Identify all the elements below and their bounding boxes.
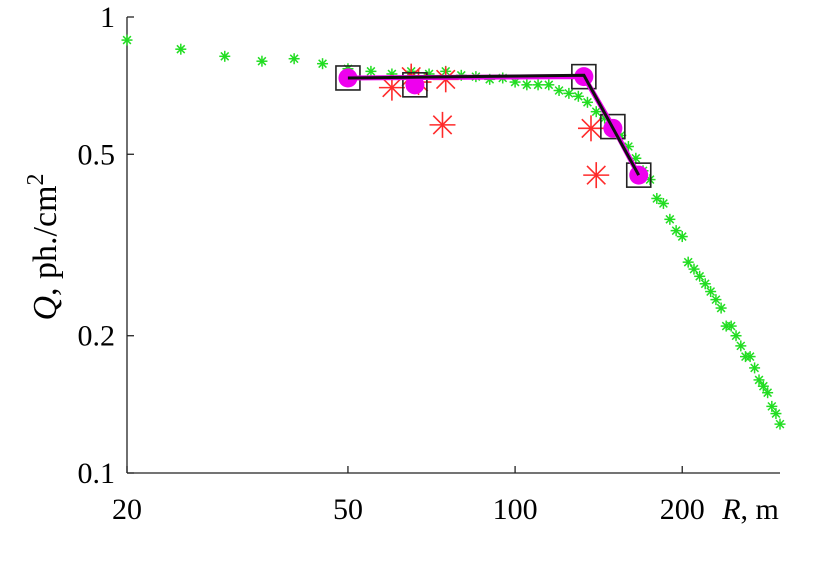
data-point xyxy=(581,96,593,108)
x-tick-label: 20 xyxy=(112,493,142,526)
data-point xyxy=(657,197,669,209)
x-tick-label: 100 xyxy=(493,493,538,526)
data-point xyxy=(710,294,722,306)
data-point xyxy=(543,79,555,91)
data-point xyxy=(682,256,694,268)
y-axis-label: Q, ph./cm2 xyxy=(23,173,64,320)
data-point xyxy=(664,213,676,225)
data-point xyxy=(288,53,300,65)
data-point xyxy=(572,90,584,102)
data-point xyxy=(774,418,786,430)
data-point xyxy=(735,340,747,352)
axis-labels: R, m Q, ph./cm2 xyxy=(23,173,779,526)
series-line xyxy=(347,73,641,176)
data-point xyxy=(219,50,231,62)
axes: 0.1 0.2 0.5 1 20 50 100 200 xyxy=(78,1,780,526)
data-point xyxy=(583,162,610,189)
x-axis-label: R, m xyxy=(721,493,779,526)
data-point xyxy=(429,111,456,138)
data-point xyxy=(744,351,756,363)
data-point xyxy=(770,408,782,420)
data-point xyxy=(676,231,688,243)
y-tick-label: 1 xyxy=(100,1,115,34)
data-point xyxy=(121,34,133,46)
data-point xyxy=(749,362,761,374)
data-point xyxy=(402,72,428,98)
data-point xyxy=(753,374,765,386)
data-point xyxy=(705,286,717,298)
data-point xyxy=(577,115,604,142)
data-point xyxy=(730,330,742,342)
y-tick-label: 0.1 xyxy=(78,457,116,490)
data-point xyxy=(532,79,544,91)
data-point xyxy=(625,162,652,188)
y-tick-label: 0.2 xyxy=(78,320,116,353)
data-point xyxy=(651,192,663,204)
x-tick-label: 200 xyxy=(660,493,705,526)
data-point xyxy=(715,302,727,314)
data-point xyxy=(699,278,711,290)
data-point xyxy=(694,270,706,282)
data-point xyxy=(256,55,268,67)
data-point xyxy=(688,263,700,275)
data-point xyxy=(757,380,769,392)
data-point xyxy=(725,320,737,332)
y-tick-label: 0.5 xyxy=(78,138,116,171)
data-point xyxy=(553,84,565,96)
data-point xyxy=(563,87,575,99)
plot-area xyxy=(121,34,786,430)
data-point xyxy=(600,113,626,140)
data-point xyxy=(317,58,329,70)
data-point xyxy=(762,387,774,399)
data-point xyxy=(590,106,602,118)
data-point xyxy=(175,43,187,55)
data-point xyxy=(378,74,405,101)
data-point xyxy=(365,65,377,77)
data-point xyxy=(521,79,533,91)
x-tick-label: 50 xyxy=(333,493,363,526)
data-point xyxy=(629,165,649,185)
